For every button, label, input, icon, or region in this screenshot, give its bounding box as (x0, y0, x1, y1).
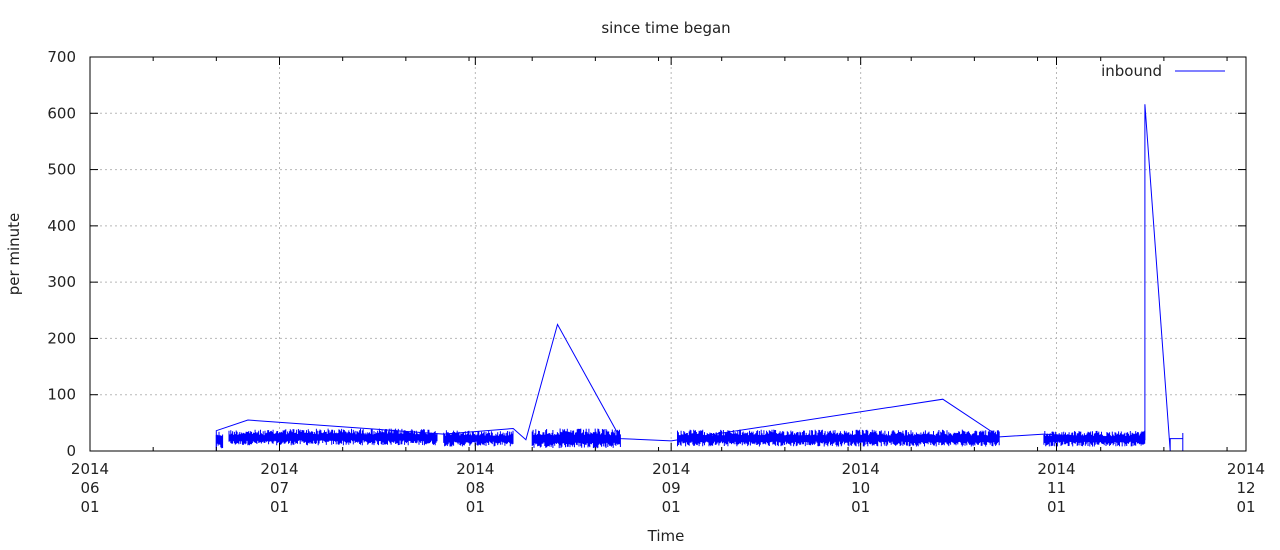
series-noise-band (443, 430, 514, 447)
series-line (215, 104, 1184, 452)
x-tick-label: 2014 (1227, 460, 1265, 478)
y-tick-label: 700 (47, 48, 76, 66)
x-tick-label: 09 (662, 479, 681, 497)
x-tick-label: 08 (466, 479, 485, 497)
x-tick-label: 01 (662, 498, 681, 516)
plot-frame (89, 56, 1247, 452)
x-tick-label: 01 (1236, 498, 1255, 516)
series-group (215, 104, 1184, 452)
x-tick-label: 06 (80, 479, 99, 497)
legend: inbound (1101, 62, 1225, 80)
x-tick-label: 11 (1047, 479, 1066, 497)
series-noise-band (279, 428, 438, 446)
y-axis-label: per minute (5, 213, 23, 296)
x-axis-label: Time (647, 527, 685, 545)
x-tick-label: 01 (270, 498, 289, 516)
x-tick-label: 07 (270, 479, 289, 497)
y-tick-label: 600 (47, 104, 76, 122)
x-tick-label: 2014 (652, 460, 690, 478)
series-noise-band (677, 429, 842, 447)
series-noise-band (215, 431, 224, 449)
y-tick-label: 400 (47, 217, 76, 235)
x-tick-label: 01 (80, 498, 99, 516)
x-tick-label: 2014 (842, 460, 880, 478)
legend-label: inbound (1101, 62, 1162, 80)
x-tick-label: 10 (851, 479, 870, 497)
x-tick-label: 01 (851, 498, 870, 516)
x-tick-label: 2014 (1037, 460, 1075, 478)
chart-title: since time began (601, 19, 730, 37)
series-noise-band (1043, 430, 1146, 447)
grid (90, 57, 1246, 451)
x-tick-label: 2014 (456, 460, 494, 478)
y-tick-label: 200 (47, 329, 76, 347)
y-tick-label: 100 (47, 386, 76, 404)
x-tick-label: 01 (1047, 498, 1066, 516)
axis-ticks: 0100200300400500600700201406012014070120… (47, 48, 1265, 516)
x-tick-label: 2014 (71, 460, 109, 478)
y-tick-label: 0 (66, 442, 76, 460)
x-tick-label: 01 (466, 498, 485, 516)
y-tick-label: 500 (47, 161, 76, 179)
y-tick-label: 300 (47, 273, 76, 291)
series-noise-band (841, 429, 1000, 447)
series-noise-band (531, 428, 621, 449)
x-tick-label: 2014 (260, 460, 298, 478)
x-tick-label: 12 (1236, 479, 1255, 497)
series-noise-band (228, 429, 280, 446)
